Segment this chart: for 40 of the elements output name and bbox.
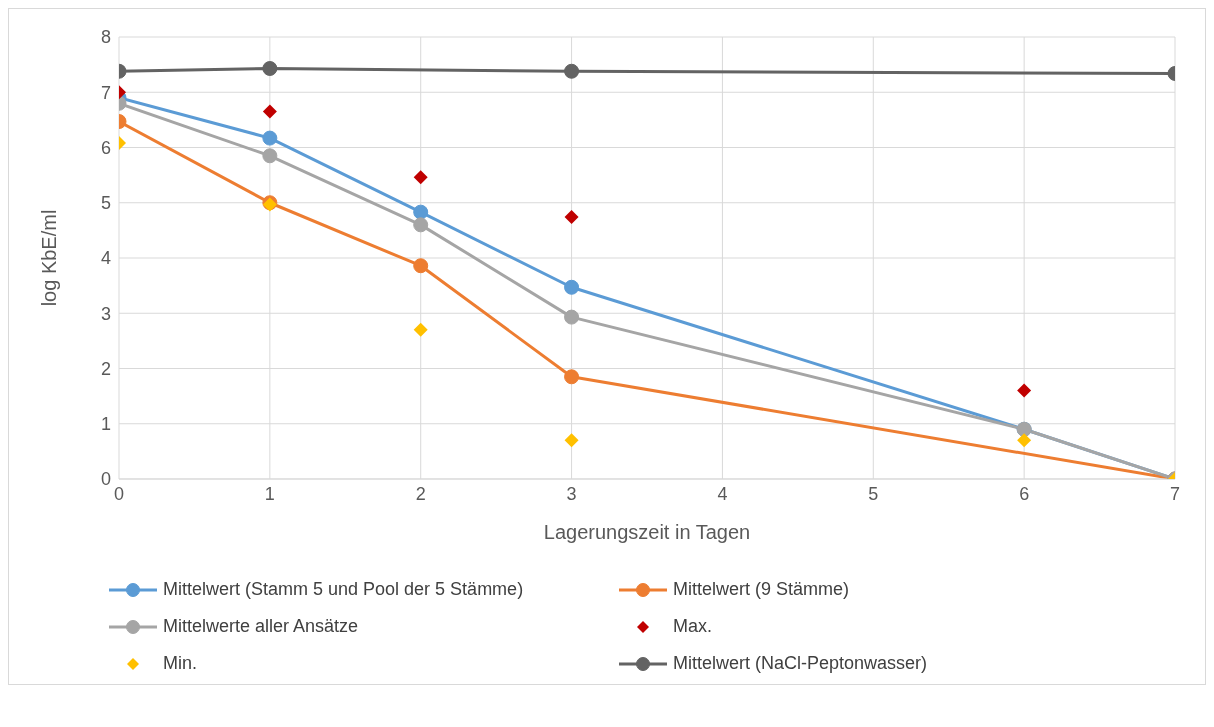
x-tick-label: 5	[868, 483, 879, 504]
legend-label: Mittelwert (Stamm 5 und Pool der 5 Stämme)	[163, 579, 524, 600]
x-tick-label: 0	[113, 483, 125, 504]
point	[413, 258, 429, 274]
x-tick-label: 2	[415, 483, 426, 504]
point	[564, 210, 579, 225]
point	[262, 148, 278, 164]
x-tick-label: 4	[717, 483, 728, 504]
x-tick-label: 7	[1169, 483, 1181, 504]
point	[1017, 433, 1032, 448]
legend-label: Max.	[673, 616, 713, 637]
point	[413, 170, 428, 185]
y-tick-label: 8	[100, 27, 111, 48]
y-tick-label: 4	[100, 248, 111, 269]
legend-label: Mittelwerte aller Ansätze	[163, 616, 359, 637]
x-tick-label: 3	[566, 483, 577, 504]
legend-label: Min.	[163, 653, 198, 674]
point	[413, 322, 428, 337]
point	[564, 309, 580, 325]
point	[564, 433, 579, 448]
point	[413, 204, 429, 220]
y-tick-label: 1	[100, 414, 111, 435]
y-tick-label: 5	[100, 193, 111, 214]
point	[1017, 383, 1032, 398]
y-tick-label: 3	[100, 303, 111, 324]
y-tick-label: 6	[100, 137, 111, 158]
y-tick-label: 7	[100, 82, 111, 103]
legend-label: Mittelwert (9 Stämme)	[673, 579, 850, 600]
point	[262, 104, 277, 119]
x-axis-title: Lagerungszeit in Tagen	[543, 521, 751, 543]
point	[564, 279, 580, 295]
point	[413, 217, 429, 233]
y-axis-title: log KbE/ml	[38, 209, 61, 307]
point	[262, 130, 278, 146]
y-tick-label: 2	[100, 358, 111, 379]
y-tick-label: 0	[100, 469, 111, 490]
point	[564, 369, 580, 385]
legend-label: Mittelwert (NaCl-Peptonwasser)	[673, 653, 928, 674]
x-tick-label: 6	[1019, 483, 1030, 504]
x-tick-label: 1	[264, 483, 275, 504]
